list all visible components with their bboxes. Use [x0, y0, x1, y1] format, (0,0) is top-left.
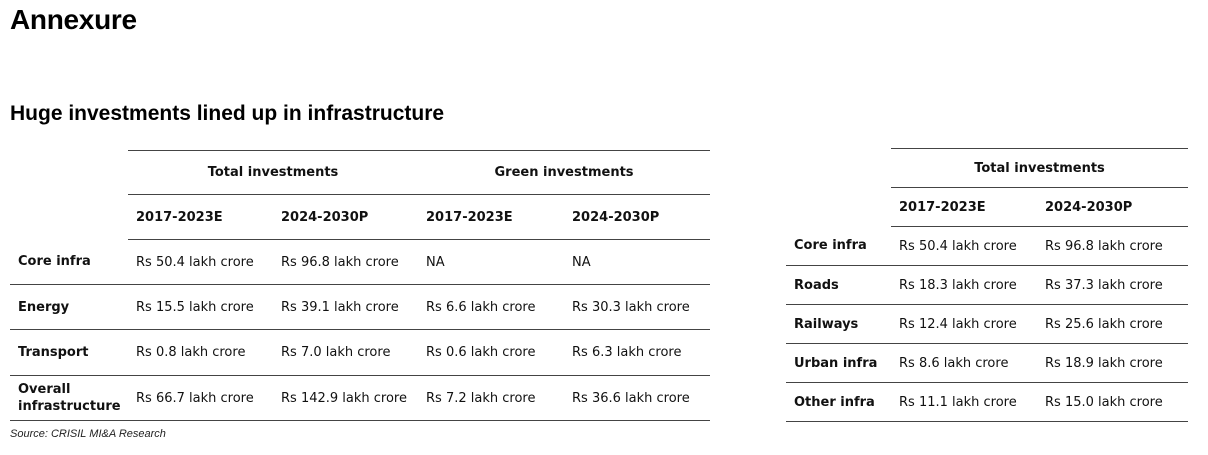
table-row: Core infra Rs 50.4 lakh crore Rs 96.8 la… — [786, 226, 1189, 266]
sub-header-row: 2017-2023E 2024-2030P — [786, 187, 1189, 227]
table-cell: Rs 50.4 lakh crore — [128, 239, 273, 285]
sub-header: 2024-2030P — [564, 194, 711, 240]
sub-header: 2024-2030P — [1037, 187, 1189, 227]
table-cell: Rs 8.6 lakh crore — [891, 343, 1037, 383]
sub-header: 2017-2023E — [891, 187, 1037, 227]
table-row: Railways Rs 12.4 lakh crore Rs 25.6 lakh… — [786, 304, 1189, 344]
header-spacer — [10, 151, 128, 195]
table-cell: Rs 96.8 lakh crore — [1037, 226, 1189, 266]
group-header-total: Total investments — [891, 148, 1189, 188]
header-spacer — [10, 195, 128, 240]
row-label: Core infra — [786, 226, 891, 266]
table-cell: Rs 6.3 lakh crore — [564, 329, 711, 376]
sub-header: 2024-2030P — [273, 194, 419, 240]
table-cell: Rs 50.4 lakh crore — [891, 226, 1037, 266]
total-investments-table: Total investments 2017-2023E 2024-2030P … — [786, 148, 1189, 422]
table-cell: Rs 7.2 lakh crore — [418, 375, 565, 421]
table-cell: Rs 15.0 lakh crore — [1037, 382, 1189, 422]
table-cell: Rs 30.3 lakh crore — [564, 284, 711, 330]
table-cell: Rs 6.6 lakh crore — [418, 284, 565, 330]
table-cell: Rs 15.5 lakh crore — [128, 284, 273, 330]
row-label: Transport — [10, 329, 128, 376]
table-cell: NA — [418, 239, 565, 285]
table-cell: Rs 18.3 lakh crore — [891, 265, 1037, 305]
section-subtitle: Huge investments lined up in infrastruct… — [10, 102, 445, 125]
table-cell: Rs 96.8 lakh crore — [273, 239, 419, 285]
investments-table: Total investments Green investments 2017… — [10, 150, 711, 421]
header-spacer — [786, 149, 891, 188]
row-label: Energy — [10, 284, 128, 330]
table-cell: Rs 39.1 lakh crore — [273, 284, 419, 330]
sub-header: 2017-2023E — [418, 194, 565, 240]
sub-header: 2017-2023E — [128, 194, 273, 240]
table-cell: Rs 0.8 lakh crore — [128, 329, 273, 376]
table-cell: Rs 37.3 lakh crore — [1037, 265, 1189, 305]
table-cell: Rs 66.7 lakh crore — [128, 375, 273, 421]
table-cell: Rs 7.0 lakh crore — [273, 329, 419, 376]
group-header-row: Total investments Green investments — [10, 150, 711, 195]
row-label: Urban infra — [786, 343, 891, 383]
table-row: Other infra Rs 11.1 lakh crore Rs 15.0 l… — [786, 382, 1189, 422]
table-row: Energy Rs 15.5 lakh crore Rs 39.1 lakh c… — [10, 284, 711, 330]
table-row: Core infra Rs 50.4 lakh crore Rs 96.8 la… — [10, 239, 711, 285]
row-label: Core infra — [10, 239, 128, 285]
group-header-green: Green investments — [418, 150, 711, 195]
row-label: Overall infrastructure — [10, 375, 128, 421]
group-header-row: Total investments — [786, 148, 1189, 188]
table-cell: Rs 11.1 lakh crore — [891, 382, 1037, 422]
table-cell: Rs 36.6 lakh crore — [564, 375, 711, 421]
table-cell: NA — [564, 239, 711, 285]
table-row: Overall infrastructure Rs 66.7 lakh cror… — [10, 375, 711, 421]
table-cell: Rs 0.6 lakh crore — [418, 329, 565, 376]
table-cell: Rs 25.6 lakh crore — [1037, 304, 1189, 344]
group-header-total: Total investments — [128, 150, 419, 195]
table-cell: Rs 12.4 lakh crore — [891, 304, 1037, 344]
page-title: Annexure — [10, 4, 137, 35]
table-row: Transport Rs 0.8 lakh crore Rs 7.0 lakh … — [10, 329, 711, 376]
table-row: Urban infra Rs 8.6 lakh crore Rs 18.9 la… — [786, 343, 1189, 383]
row-label: Railways — [786, 304, 891, 344]
table-cell: Rs 142.9 lakh crore — [273, 375, 419, 421]
row-label: Other infra — [786, 382, 891, 422]
row-label: Roads — [786, 265, 891, 305]
source-note: Source: CRISIL MI&A Research — [10, 428, 166, 440]
table-row: Roads Rs 18.3 lakh crore Rs 37.3 lakh cr… — [786, 265, 1189, 305]
table-cell: Rs 18.9 lakh crore — [1037, 343, 1189, 383]
sub-header-row: 2017-2023E 2024-2030P 2017-2023E 2024-20… — [10, 194, 711, 240]
header-spacer — [786, 188, 891, 227]
